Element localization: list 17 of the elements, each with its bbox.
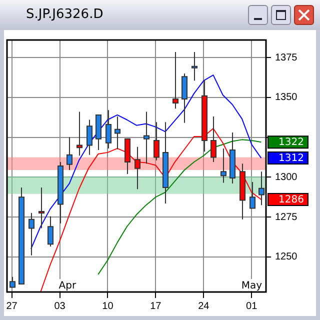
x-tick-label: 24 [198, 300, 210, 312]
y-tick-label: 1275 [275, 212, 298, 223]
data-label: 1312 [278, 153, 304, 164]
x-tick-label: 10 [102, 300, 114, 312]
annotation: Apr [58, 280, 77, 292]
data-label: 1286 [278, 194, 304, 206]
y-tick-label: 1250 [275, 252, 298, 263]
x-tick-label: 17 [150, 300, 162, 312]
chart-title: S.JP.J6326.D [26, 7, 104, 22]
y-tick-label: 1300 [275, 172, 298, 183]
x-tick-label: 03 [54, 300, 66, 312]
y-tick-label: 1375 [275, 52, 298, 64]
annotation: May [241, 280, 262, 292]
data-label: 1322 [278, 137, 304, 148]
x-tick-label: 27 [6, 300, 18, 312]
y-tick-label: 1350 [275, 92, 298, 104]
x-tick-label: 01 [246, 300, 258, 312]
